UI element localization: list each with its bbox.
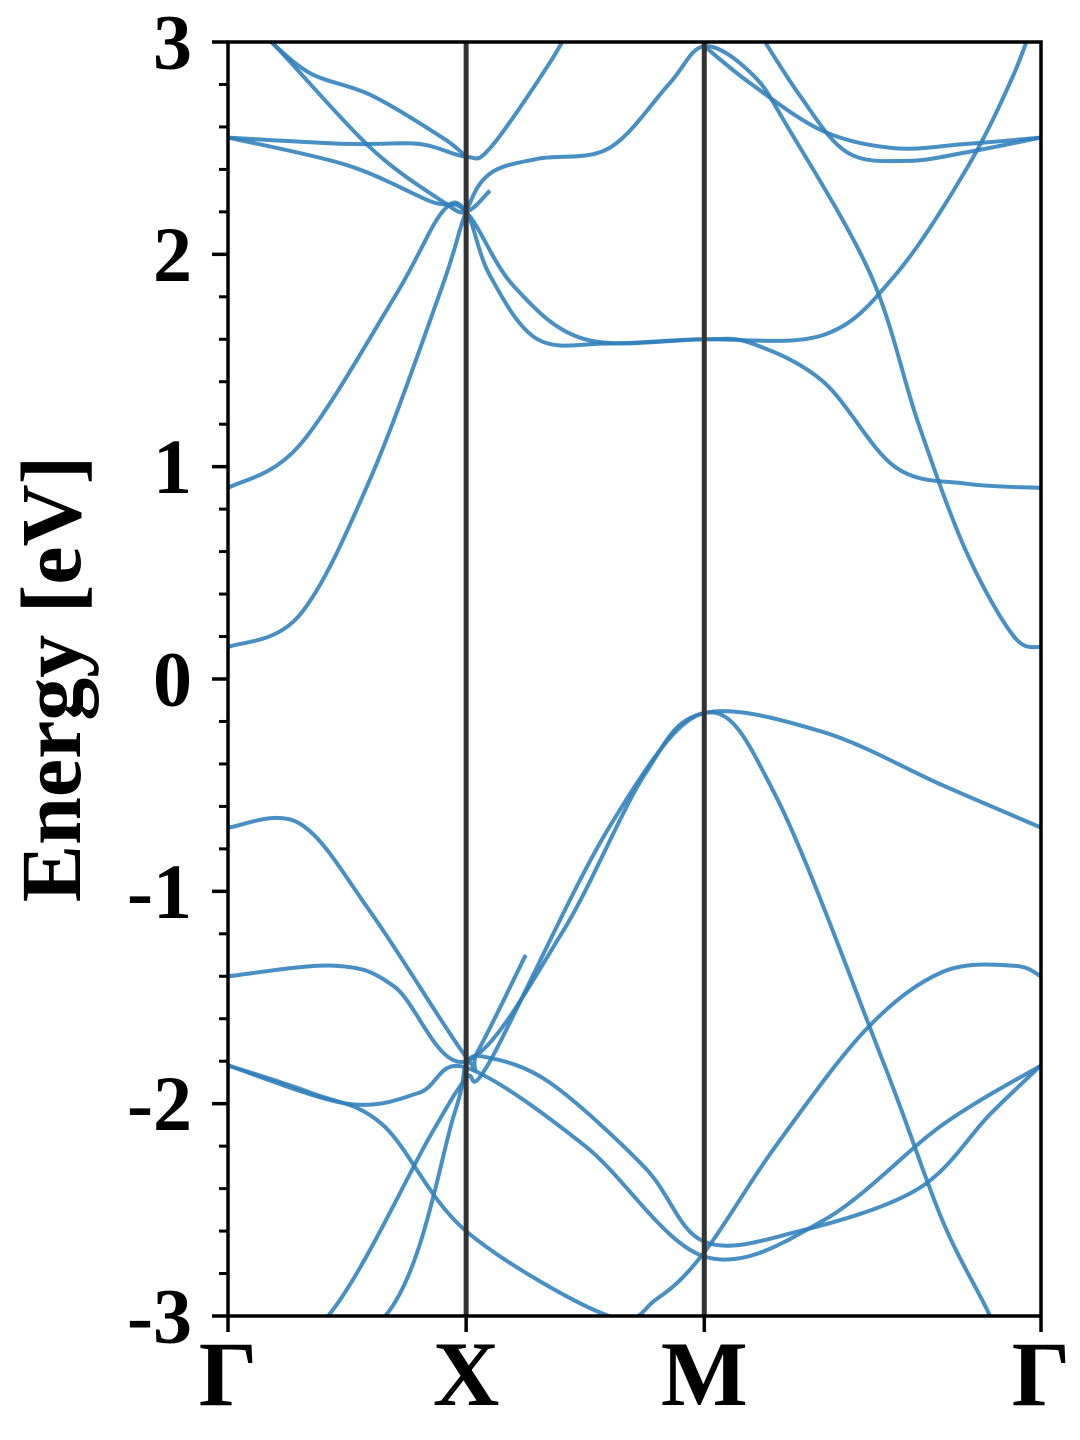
kpoint-lines-group — [463, 42, 707, 1316]
band-line-8 — [228, 200, 1041, 490]
x-tick-label-3: M — [661, 1323, 748, 1425]
band-line-2 — [382, 1053, 1041, 1316]
x-tick-label-1: Γ — [199, 1323, 258, 1425]
band-line-9 — [228, 42, 1029, 346]
x-tick-label-4: Γ — [1012, 1323, 1071, 1425]
band-line-1 — [325, 710, 993, 1316]
band-line-3 — [228, 962, 1041, 1316]
y-ticks-group: -3 -2 -1 0 1 2 3 — [127, 0, 228, 1360]
y-tick-label: 0 — [153, 636, 192, 723]
bands-group — [228, 42, 1041, 1316]
y-tick-label: 1 — [153, 423, 192, 510]
y-tick-label: -3 — [127, 1273, 192, 1360]
x-tick-label-2: X — [433, 1323, 499, 1425]
band-line-4 — [228, 1063, 1041, 1262]
band-line-10 — [228, 42, 565, 161]
band-line-6 — [228, 816, 528, 1072]
band-line-11 — [268, 42, 492, 215]
band-line-12 — [269, 42, 468, 159]
y-tick-label: 3 — [153, 0, 192, 86]
band-line-7 — [228, 44, 1041, 650]
band-line-5 — [228, 709, 1041, 1064]
y-tick-label: 2 — [153, 211, 192, 298]
plot-frame — [226, 40, 1043, 1318]
band-line-13 — [703, 44, 1041, 151]
band-line-14 — [762, 42, 1041, 164]
y-axis-label: Energy [eV] — [3, 456, 99, 903]
y-tick-label: -2 — [127, 1060, 192, 1147]
y-tick-label: -1 — [127, 848, 192, 935]
